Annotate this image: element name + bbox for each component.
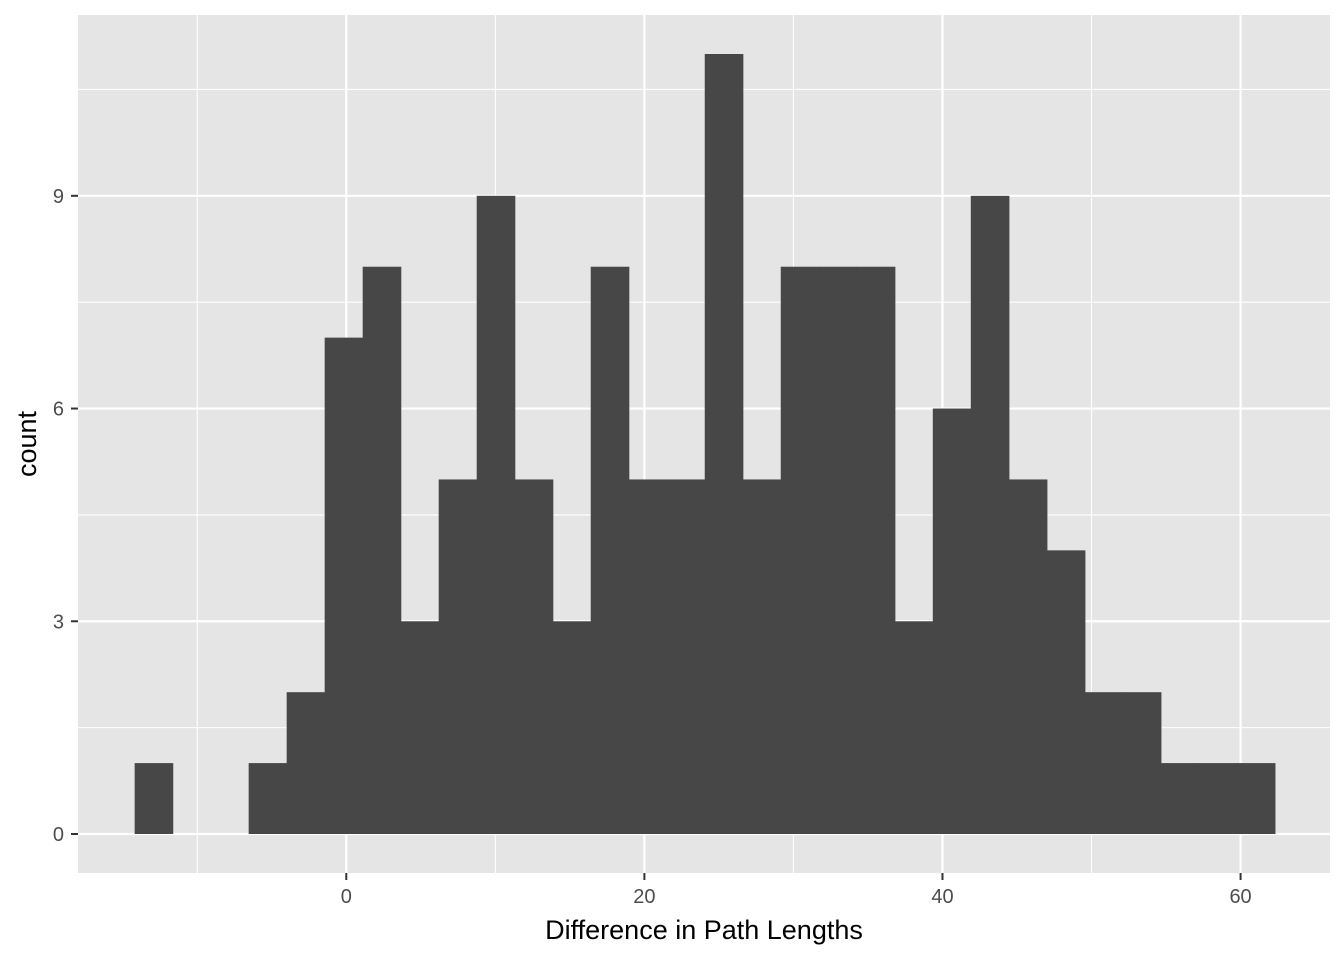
histogram-bar	[134, 763, 174, 834]
histogram-bar	[1046, 550, 1086, 834]
histogram-bar	[628, 479, 668, 834]
y-tick-label: 0	[53, 824, 64, 846]
x-tick-label: 60	[1229, 886, 1251, 908]
histogram-bar	[818, 266, 858, 834]
x-tick-label: 40	[931, 886, 953, 908]
y-axis-ticks: 0 3 6 9	[53, 186, 78, 846]
histogram-bar	[1122, 692, 1162, 834]
histogram-bar	[438, 479, 478, 834]
histogram-bar	[1084, 692, 1124, 834]
histogram-bar	[590, 266, 630, 834]
histogram-bar	[742, 479, 782, 834]
histogram-bar	[552, 621, 592, 834]
y-tick-label: 6	[53, 399, 64, 421]
histogram-bars	[134, 54, 1276, 834]
histogram-bar	[666, 479, 706, 834]
y-axis-title: count	[12, 410, 42, 477]
x-tick-label: 20	[633, 886, 655, 908]
histogram-bar	[400, 621, 440, 834]
y-tick-label: 3	[53, 611, 64, 633]
histogram-bar	[1236, 763, 1276, 834]
histogram-bar	[856, 266, 896, 834]
histogram-bar	[1198, 763, 1238, 834]
histogram-bar	[932, 408, 972, 834]
histogram-bar	[324, 337, 364, 834]
histogram-bar	[894, 621, 934, 834]
x-axis-ticks: 0 20 40 60	[341, 873, 1252, 908]
x-axis-title: Difference in Path Lengths	[545, 915, 863, 945]
histogram-bar	[1160, 763, 1200, 834]
histogram-bar	[1008, 479, 1048, 834]
y-tick-label: 9	[53, 186, 64, 208]
histogram-bar	[970, 195, 1010, 834]
x-tick-label: 0	[341, 886, 352, 908]
histogram-bar	[704, 54, 744, 834]
histogram-bar	[362, 266, 402, 834]
histogram-bar	[286, 692, 326, 834]
histogram-bar	[514, 479, 554, 834]
histogram-bar	[476, 195, 516, 834]
histogram-bar	[248, 763, 288, 834]
histogram-bar	[780, 266, 820, 834]
